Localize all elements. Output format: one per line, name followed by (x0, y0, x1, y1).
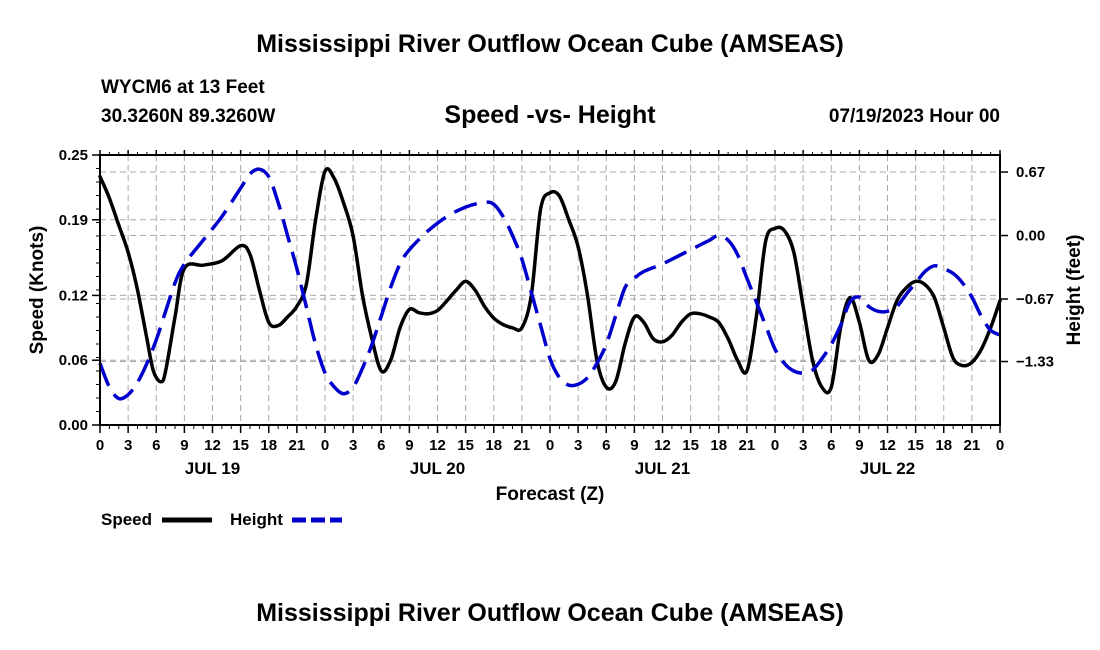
y-right-tick-label: −0.67 (1016, 291, 1054, 308)
x-tick-label: 18 (485, 437, 502, 454)
y-left-tick-label: 0.25 (59, 147, 88, 164)
y-left-tick-label: 0.00 (59, 417, 88, 434)
height-series-line (98, 167, 1001, 401)
x-tick-label: 3 (799, 437, 807, 454)
y-right-tick-label: −1.33 (1016, 354, 1054, 371)
day-label: JUL 22 (860, 459, 915, 478)
x-tick-label: 9 (855, 437, 863, 454)
x-tick-label: 0 (546, 437, 554, 454)
chart-subtitle: Speed -vs- Height (444, 101, 656, 129)
x-tick-label: 6 (152, 437, 160, 454)
legend-height-label: Height (230, 510, 283, 529)
y-right-axis-label: Height (feet) (1064, 235, 1085, 346)
grid (100, 155, 1000, 425)
x-tick-label: 18 (935, 437, 952, 454)
day-label: JUL 21 (635, 459, 690, 478)
axis-ticks (92, 150, 1008, 433)
x-tick-label: 6 (377, 437, 385, 454)
x-tick-label: 18 (260, 437, 277, 454)
station-label: WYCM6 at 13 Feet (101, 77, 265, 98)
x-tick-label: 21 (964, 437, 981, 454)
chart-title: Mississippi River Outflow Ocean Cube (AM… (256, 30, 844, 58)
day-label: JUL 20 (410, 459, 465, 478)
legend-speed-label: Speed (101, 510, 153, 529)
axis-labels: 0 3 6 9 12 15 18 21 0 3 6 9 12 15 18 21 0 3 6 9 12 15 18 21 0 3 6 9… (27, 147, 1085, 505)
series-lines (98, 167, 1002, 401)
x-tick-label: 21 (289, 437, 306, 454)
y-right-tick-label: 0.67 (1016, 164, 1045, 181)
x-tick-label: 15 (682, 437, 699, 454)
y-left-tick-label: 0.12 (59, 287, 88, 304)
x-tick-label: 0 (321, 437, 329, 454)
y-left-tick-label: 0.06 (59, 352, 88, 369)
x-tick-label: 12 (429, 437, 446, 454)
x-tick-label: 3 (349, 437, 357, 454)
station-coordinates: 30.3260N 89.3260W (101, 106, 276, 127)
x-tick-label: 15 (457, 437, 474, 454)
x-tick-label: 12 (204, 437, 221, 454)
x-tick-label: 21 (514, 437, 531, 454)
x-tick-label: 15 (232, 437, 249, 454)
x-tick-label: 9 (630, 437, 638, 454)
x-tick-label: 0 (771, 437, 779, 454)
y-right-tick-label: 0.00 (1016, 228, 1045, 245)
x-tick-label: 9 (405, 437, 413, 454)
y-left-axis-label: Speed (Knots) (27, 226, 48, 355)
x-tick-label: 6 (602, 437, 610, 454)
x-axis-label: Forecast (Z) (496, 484, 605, 505)
footer-title: Mississippi River Outflow Ocean Cube (AM… (256, 599, 844, 627)
x-tick-label: 12 (879, 437, 896, 454)
y-left-tick-label: 0.19 (59, 212, 88, 229)
forecast-date-hour: 07/19/2023 Hour 00 (828, 106, 1000, 127)
x-tick-label: 21 (739, 437, 756, 454)
x-tick-label: 0 (96, 437, 104, 454)
x-tick-label: 15 (907, 437, 924, 454)
x-tick-label: 9 (180, 437, 188, 454)
x-tick-label: 18 (710, 437, 727, 454)
day-label: JUL 19 (185, 459, 240, 478)
x-tick-label: 6 (827, 437, 835, 454)
x-tick-label: 12 (654, 437, 671, 454)
x-tick-label: 0 (996, 437, 1004, 454)
x-tick-label: 3 (574, 437, 582, 454)
x-tick-label: 3 (124, 437, 132, 454)
